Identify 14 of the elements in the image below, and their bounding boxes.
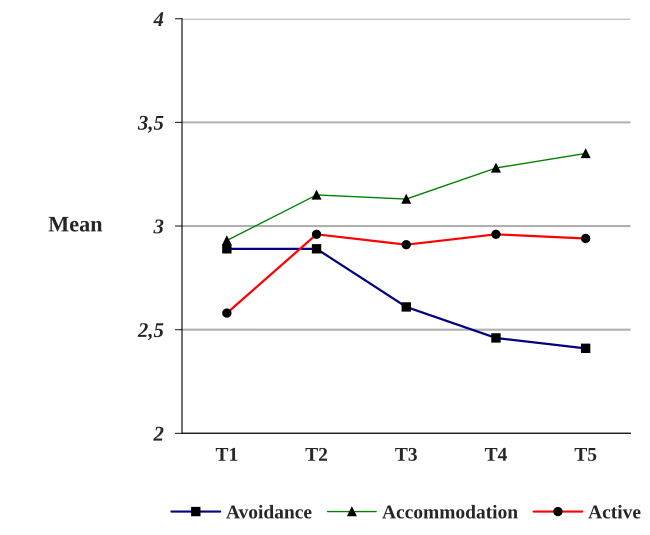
x-tick-label: T4	[484, 448, 507, 461]
y-tick-label: 4	[153, 12, 164, 26]
y-axis-title: Mean	[48, 216, 102, 232]
x-tick-label: T2	[306, 448, 328, 461]
y-tick-label: 2,5	[138, 323, 164, 340]
legend-label: Accommodation	[382, 504, 518, 519]
y-tick-label: 3	[153, 219, 164, 234]
legend-label: Avoidance	[226, 504, 312, 519]
x-tick-label: T5	[574, 448, 596, 461]
legend-label: Active	[588, 504, 640, 519]
y-tick-label: 2	[153, 426, 164, 441]
x-tick-label: T1	[216, 448, 238, 461]
x-tick-label: T3	[395, 448, 417, 461]
y-tick-label: 3,5	[138, 116, 164, 133]
